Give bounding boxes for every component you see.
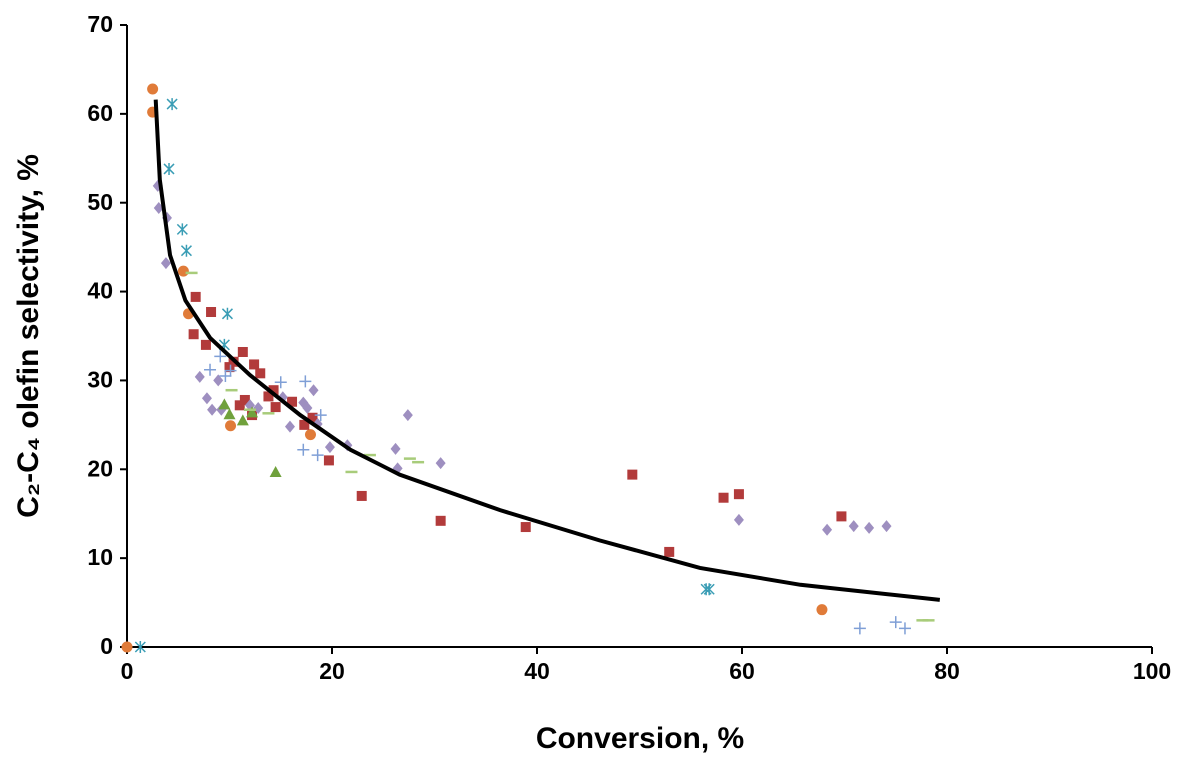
point [390, 442, 401, 455]
point [225, 420, 237, 432]
point [207, 403, 218, 416]
x-tick-label: 100 [1133, 658, 1171, 684]
point [269, 465, 282, 477]
point [297, 443, 310, 456]
point [274, 376, 287, 389]
point [163, 162, 175, 175]
x-axis-title: Conversion, % [536, 722, 744, 755]
point [356, 490, 367, 501]
point [160, 257, 171, 270]
y-tick-label: 40 [87, 278, 113, 304]
point [223, 408, 236, 420]
point [204, 363, 217, 376]
point [324, 441, 335, 454]
point [287, 396, 298, 407]
point [190, 291, 201, 302]
x-tick-label: 20 [319, 658, 345, 684]
point [134, 641, 146, 653]
point [848, 520, 859, 533]
point [200, 339, 211, 350]
y-tick-label: 20 [87, 455, 113, 481]
point [304, 429, 316, 441]
point [166, 98, 178, 111]
point [402, 409, 413, 422]
point [435, 457, 446, 470]
y-tick-label: 70 [87, 11, 113, 37]
point [299, 419, 310, 430]
point [836, 511, 847, 522]
point [253, 401, 264, 414]
point [853, 622, 866, 635]
point [201, 392, 212, 405]
point [822, 523, 833, 536]
point [221, 307, 233, 320]
point [214, 350, 227, 363]
point [520, 522, 531, 533]
point [270, 402, 281, 413]
point [147, 83, 159, 95]
point [435, 515, 446, 526]
point [218, 398, 231, 410]
point [299, 375, 312, 388]
point [237, 346, 248, 357]
x-tick-label: 80 [934, 658, 960, 684]
point [219, 369, 232, 382]
y-axis-title: C₂-C₄ olefin selectivity, % [12, 154, 45, 518]
point [176, 223, 188, 236]
point [314, 409, 327, 422]
point [177, 265, 189, 277]
point [889, 616, 902, 629]
point [733, 489, 744, 500]
point [180, 244, 192, 257]
point [664, 546, 675, 557]
y-tick-label: 0 [100, 633, 113, 659]
point [121, 641, 133, 653]
point [213, 374, 224, 387]
x-tick-label: 40 [524, 658, 550, 684]
y-tick-label: 60 [87, 100, 113, 126]
point [323, 455, 334, 466]
y-tick-label: 50 [87, 189, 113, 215]
point [249, 359, 260, 370]
point [733, 513, 744, 526]
x-tick-label: 0 [121, 658, 134, 684]
point [718, 492, 729, 503]
point [206, 307, 217, 318]
point [864, 521, 875, 534]
y-tick-label: 10 [87, 544, 113, 570]
point [263, 391, 274, 402]
point [255, 368, 266, 379]
x-tick-label: 60 [729, 658, 755, 684]
fit-line [153, 99, 941, 602]
point [816, 604, 828, 616]
point [703, 583, 715, 596]
point [307, 412, 318, 423]
point [224, 364, 237, 377]
point [234, 400, 245, 411]
point [881, 520, 892, 533]
point [188, 329, 199, 340]
point [268, 385, 279, 396]
point [302, 401, 313, 414]
point [311, 449, 324, 462]
point [627, 469, 638, 480]
point [308, 384, 319, 397]
point [224, 362, 235, 373]
point [898, 622, 911, 635]
point [194, 370, 205, 383]
point [239, 394, 250, 405]
point [284, 420, 295, 433]
point [246, 406, 259, 418]
y-tick-label: 30 [87, 367, 113, 393]
point [236, 414, 249, 426]
